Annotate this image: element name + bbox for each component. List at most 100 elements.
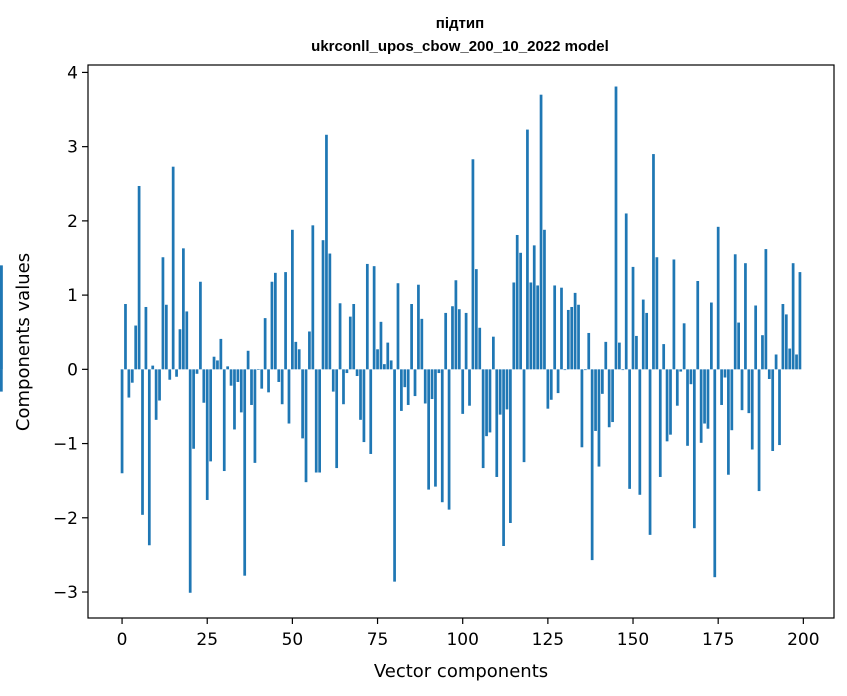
bar [577,304,580,370]
x-axis-label: Vector components [374,661,548,682]
bar [587,332,591,370]
bar [607,369,611,428]
bar [563,369,567,371]
bar [389,360,393,370]
x-tick-label: 200 [787,630,819,650]
bar [740,369,744,411]
bar [328,253,332,370]
chart-title-line1: підтип [436,15,484,32]
bar [570,306,574,370]
bar [492,336,495,370]
bar [546,369,550,409]
bar [747,369,751,414]
bar [410,304,413,370]
bar [239,369,243,413]
bar [120,369,124,474]
bar [580,369,584,448]
bar [645,312,649,370]
x-tick-label: 150 [617,630,649,650]
bar [273,272,277,370]
bar [164,304,168,370]
bar [505,369,509,410]
bar [161,257,165,370]
bar [699,369,703,443]
bar [611,369,614,423]
x-tick-label: 175 [702,630,734,650]
bar [233,369,236,430]
bar [382,364,386,370]
bar [291,229,294,370]
y-tick-label: −3 [53,583,78,603]
bar [553,285,557,370]
bar [665,369,669,442]
bar [669,369,672,435]
bar [767,369,771,379]
bar [621,369,625,371]
bar [451,306,454,370]
bar [601,369,604,394]
bar [750,369,754,450]
y-tick-label: 4 [67,63,78,83]
bar [188,369,192,593]
bar [488,369,492,433]
x-tick-label: 100 [446,630,478,650]
bar [372,266,376,370]
bar [481,369,485,469]
bar [648,369,652,535]
bar [263,318,267,370]
bar [345,369,349,374]
bar [509,369,512,523]
bar [280,369,284,405]
y-axis-ticks: −3 −2 −1 0 1 2 3 4 [53,63,88,603]
bar [256,369,260,370]
bar [195,369,199,374]
bar [635,335,638,370]
bar [0,265,3,370]
bar [757,369,761,492]
bar [260,369,264,389]
bar [573,292,577,370]
bar [519,252,522,370]
bar [216,360,219,370]
y-tick-label: −2 [53,509,78,529]
bar [331,369,335,392]
bar [655,257,659,370]
bar [710,302,713,370]
bar [597,369,601,467]
bar [270,281,274,370]
bar [311,225,315,370]
plot-frame [87,64,835,619]
bar [359,369,362,420]
x-tick-label: 125 [532,630,564,650]
bar [604,341,608,370]
bar [212,356,216,370]
bar [440,369,444,503]
bar [325,134,328,370]
bar [352,304,356,370]
bar [400,369,403,411]
bar [689,369,693,385]
x-axis-ticks: 0 25 50 75 100 125 150 175 200 [117,618,820,650]
bar [764,249,768,370]
bar [386,342,390,370]
bar [294,341,298,370]
bar [549,369,553,400]
bar [614,86,618,370]
bar [526,129,529,370]
bar [348,316,352,370]
bar [754,305,758,370]
bar [791,263,795,370]
bar [175,369,178,377]
bar [192,369,195,449]
bar [124,304,127,370]
bar [417,284,420,370]
bar [301,369,304,439]
y-axis-label: Components values [13,253,34,431]
bar [618,342,621,370]
bar [723,369,727,378]
bar [658,369,662,477]
bar [454,280,458,370]
bar [733,254,737,370]
bar [376,349,379,370]
bar [304,369,308,483]
